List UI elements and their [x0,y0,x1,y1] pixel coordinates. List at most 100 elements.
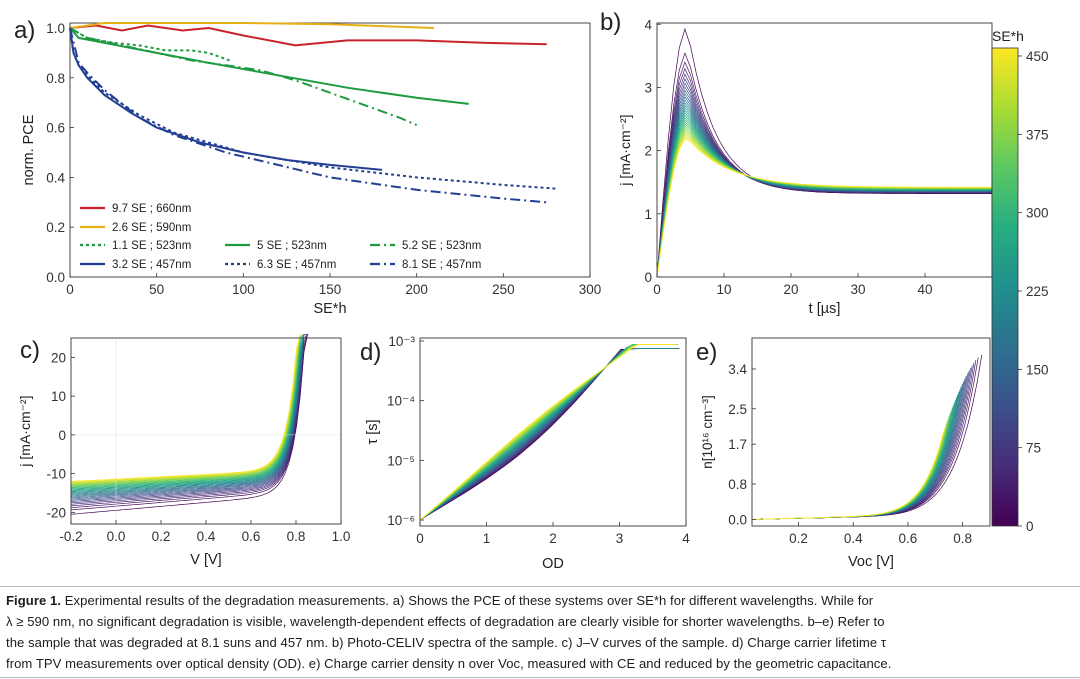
colorbar-tick-label: 300 [1026,206,1049,221]
panel-e-xlabel: Voc [V] [848,554,894,570]
panel-b-curve [656,73,992,278]
panel-b-ytick-label: 1 [644,207,652,222]
caption-line-1: Figure 1. Experimental results of the de… [6,590,1074,611]
panel-b-xtick-label: 40 [917,282,932,297]
panel-a-xtick-label: 50 [149,282,164,297]
panel-c-curve [70,334,305,492]
panel-c-ytick-label: -10 [46,467,66,482]
panel-c-curve [70,334,301,485]
figure-caption: Figure 1. Experimental results of the de… [6,590,1074,674]
panel-c-ytick-label: 20 [51,350,66,365]
panel-c-curve [70,334,305,493]
panel-c-curve [70,334,301,487]
panel-a-xtick-label: 100 [232,282,255,297]
panel-d-frame [419,337,687,527]
panel-a-xtick-label: 0 [66,282,74,297]
panel-b-curve [656,131,992,278]
panel-a-legend-label: 3.2 SE ; 457nm [112,259,191,271]
panel-a-ytick-label: 0.4 [46,170,65,185]
panel-b-ytick-label: 4 [644,17,652,32]
panel-e-ylabel: n[10¹⁶ cm⁻³] [700,395,715,468]
panel-a-ytick-label: 0.6 [46,121,65,136]
panel-d-letter: d) [360,339,381,366]
panel-e-curve [754,378,966,520]
panel-c-curve [70,334,305,500]
panel-a-legend-label: 5 SE ; 523nm [257,240,327,252]
panel-a-letter: a) [14,17,35,44]
panel-a-chart: a) 0 50 100 150 200 250 300 0.0 0.2 0.4 0.6 0.8 1.0 SE… [14,17,601,317]
panel-d-ytick-label: 10⁻³ [388,334,415,349]
panel-e-ytick-label: 2.5 [728,402,747,417]
panel-b-chart: b) 0 10 20 30 40 0 1 2 3 4 t [µs] j [mA·cm⁻²] [600,9,993,317]
panel-c-ytick-label: 10 [51,389,66,404]
colorbar: SE*h 0 75 150 225 300 375 450 [991,28,1049,534]
panel-a-legend-label: 1.1 SE ; 523nm [112,240,191,252]
panel-e-ytick-label: 0.8 [728,477,747,492]
panel-e-curve [754,405,954,520]
colorbar-title: SE*h [992,28,1024,44]
panel-d-xtick-label: 2 [549,531,557,546]
panel-c-curve [70,334,301,486]
panel-d-xtick-label: 3 [616,531,624,546]
panel-b-xtick-label: 0 [653,282,661,297]
colorbar-tick-label: 0 [1026,519,1034,534]
panel-c-ytick-label: 0 [58,428,66,443]
panel-e-chart: e) 0.2 0.4 0.6 0.8 0.0 0.8 1.7 2.5 3.4 Voc [V] n[10… [696,337,991,570]
panel-c-curve [70,333,308,505]
panel-c-xtick-label: -0.2 [59,529,82,544]
panel-e-curve [754,432,944,520]
panel-e-ytick-label: 1.7 [728,437,747,452]
panel-c-ylabel: j [mA·cm⁻²] [17,395,33,467]
panel-b-curve [656,78,992,278]
panel-a-xtick-label: 250 [492,282,515,297]
panel-c-xtick-label: 0.8 [287,529,306,544]
panel-d-xlabel: OD [542,556,564,572]
panel-a-frame [69,22,591,278]
panel-e-curve [754,365,973,520]
colorbar-tick-label: 450 [1026,49,1049,64]
panel-e-curve [754,370,970,520]
panel-a-series-line [69,27,469,105]
panel-b-ylabel: j [mA·cm⁻²] [617,114,633,186]
panel-e-ytick-label: 3.4 [728,362,747,377]
panel-a-legend-label: 2.6 SE ; 590nm [112,222,191,234]
panel-b-xlabel: t [µs] [809,301,841,317]
panel-d-xtick-label: 1 [483,531,491,546]
panel-e-ytick-label: 0.0 [728,512,747,527]
panel-c-xtick-label: 0.0 [107,529,126,544]
panel-b-curve [656,52,992,278]
panel-d-ytick-label: 10⁻⁵ [387,453,415,468]
panel-b-ytick-label: 3 [644,80,652,95]
panel-a-ytick-label: 0.0 [46,270,65,285]
panel-a-legend-label: 5.2 SE ; 523nm [402,240,481,252]
panel-c-curve [70,334,305,494]
panel-a-series-line [69,27,418,127]
panel-b-curve [656,67,992,278]
panel-c-curve [70,334,301,489]
panel-c-ytick-label: -20 [46,505,66,520]
panel-c-curve [70,334,301,482]
panel-c-chart: c) -0.2 0.0 0.2 0.4 0.6 0.8 1.0 -20 -10 0 10 20 V [V]… [17,333,351,568]
panel-d-xtick-label: 4 [682,531,690,546]
panel-c-curve [70,334,308,511]
panel-c-curve [70,334,301,483]
caption-bottom-rule [0,677,1080,678]
caption-line-2: λ ≥ 590 nm, no significant degradation i… [6,614,885,629]
panel-c-curve [70,333,305,491]
panel-c-curve [70,334,305,501]
panel-e-curve [754,376,967,520]
caption-text-1: Experimental results of the degradation … [64,593,874,608]
panel-c-xtick-label: 1.0 [332,529,351,544]
panel-b-curve [656,61,992,278]
panel-c-curve [70,333,305,490]
panel-b-letter: b) [600,9,621,36]
figure-1: a)0 50 100 150 200 250 3000.00.20.40.60.81.0SE… [14,9,1049,572]
panel-c-curve [70,334,301,487]
panel-a-legend-label: 8.1 SE ; 457nm [402,259,481,271]
panel-a-ytick-label: 0.2 [46,220,65,235]
panel-e-letter: e) [696,339,717,366]
panel-b-xtick-label: 20 [783,282,798,297]
panel-c-curve [70,334,308,515]
panel-c-curve [70,333,308,507]
panel-c-curve [70,334,305,495]
